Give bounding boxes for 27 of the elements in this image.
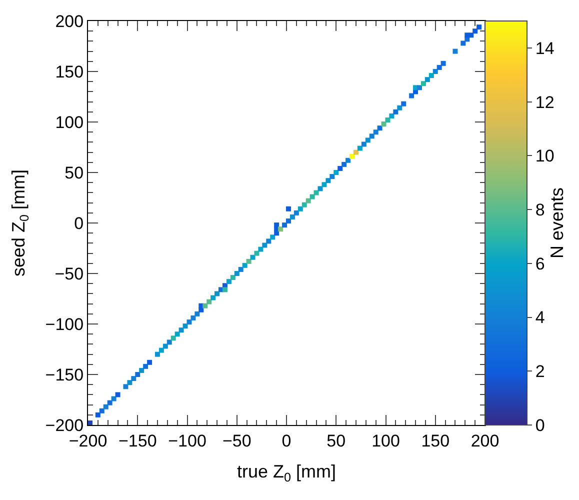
x-tick-label: −150 <box>118 431 157 450</box>
color-bar-label: 4 <box>535 308 545 328</box>
y-tick-label: −50 <box>54 264 84 284</box>
color-bar-label: 14 <box>535 38 554 58</box>
y-tick-label: −150 <box>45 365 84 384</box>
y-tick-label: −200 <box>45 416 84 435</box>
y-tick-label: 200 <box>55 12 84 31</box>
x-tick-label: 100 <box>372 431 400 450</box>
x-tick-label: 50 <box>326 431 346 450</box>
color-bar-label: 2 <box>535 362 545 382</box>
x-tick-label: 200 <box>470 431 500 450</box>
color-bar-label: 10 <box>535 146 554 166</box>
color-bar-label: 0 <box>535 416 545 435</box>
y-tick-label: 0 <box>74 214 84 233</box>
x-tick-label: −50 <box>222 431 252 450</box>
x-axis-title: true Z$_{0}$ [mm] <box>236 462 336 484</box>
color-bar-label: 8 <box>535 200 545 220</box>
y-tick-label: 150 <box>55 62 84 82</box>
x-tick-label: 150 <box>421 431 450 450</box>
color-bar-label: 12 <box>535 92 554 112</box>
x-tick-label: 0 <box>282 431 292 450</box>
y-tick-label: 100 <box>55 112 84 132</box>
y-tick-label: 50 <box>64 163 84 182</box>
color-bar-title: N events <box>546 187 567 259</box>
x-tick-label: −100 <box>168 431 206 450</box>
y-tick-label: −100 <box>45 314 84 334</box>
color-bar-label: 6 <box>535 254 545 274</box>
